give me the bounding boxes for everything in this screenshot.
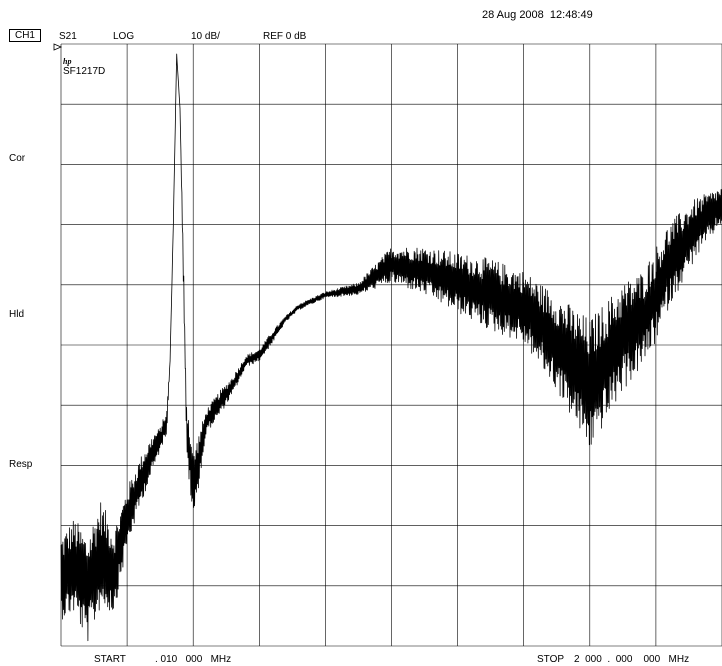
format-label: LOG xyxy=(113,31,135,42)
channel-label: CH1 xyxy=(9,29,41,42)
stop-label: STOP xyxy=(537,654,565,665)
measurement-label: S21 xyxy=(59,31,77,42)
stop-value: 2 000 . 000 000 MHz xyxy=(574,654,690,665)
plot-grid xyxy=(60,43,722,647)
scale-label: 10 dB/ xyxy=(191,31,220,42)
start-value: . 010 000 MHz xyxy=(155,654,232,665)
model-label: SF1217D xyxy=(63,66,106,77)
hld-label: Hld xyxy=(9,309,25,320)
start-label: START xyxy=(94,654,126,665)
reference-marker xyxy=(53,43,63,51)
hp-logo: hp xyxy=(63,57,72,66)
cor-label: Cor xyxy=(9,153,26,164)
s21-trace xyxy=(60,53,722,642)
timestamp: 28 Aug 2008 12:48:49 xyxy=(482,9,593,21)
resp-label: Resp xyxy=(9,459,33,470)
reference-label: REF 0 dB xyxy=(263,31,307,42)
